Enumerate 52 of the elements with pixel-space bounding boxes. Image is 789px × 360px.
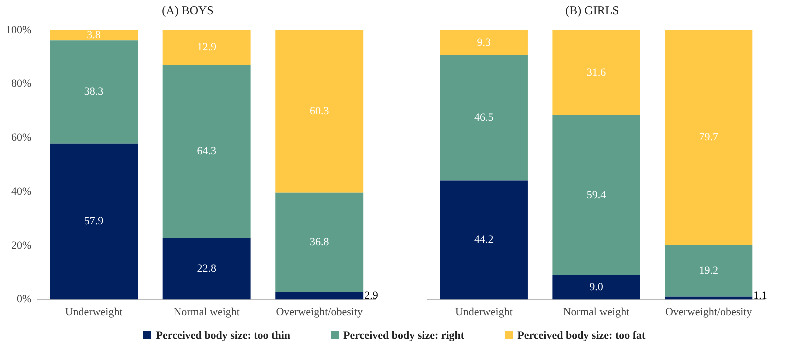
x-tick-label: Underweight bbox=[455, 306, 513, 318]
chart-title: (B) GIRLS bbox=[566, 3, 620, 18]
x-tick-label: Overweight/obesity bbox=[276, 306, 364, 318]
data-label: 36.8 bbox=[310, 236, 330, 248]
data-label: 44.2 bbox=[474, 234, 494, 246]
legend-label: Perceived body size: right bbox=[342, 330, 465, 342]
data-label: 12.9 bbox=[197, 42, 217, 54]
data-label: 59.4 bbox=[586, 189, 607, 202]
data-label: 38.3 bbox=[84, 86, 104, 98]
bar bbox=[276, 292, 364, 300]
y-tick-label: 60% bbox=[11, 132, 32, 144]
bar bbox=[665, 30, 753, 246]
data-label: 57.9 bbox=[84, 216, 104, 228]
data-label: 9.3 bbox=[477, 36, 492, 49]
legend-label: Perceived body size: too fat bbox=[516, 330, 646, 342]
x-tick-label: Normal weight bbox=[174, 306, 240, 318]
y-tick-label: 0% bbox=[16, 294, 32, 306]
data-label: 1.1 bbox=[754, 290, 768, 302]
data-label: 46.5 bbox=[474, 112, 494, 124]
bar bbox=[50, 40, 138, 144]
bar bbox=[162, 65, 251, 238]
bar bbox=[552, 30, 640, 116]
bar bbox=[665, 245, 753, 297]
data-label: 3.8 bbox=[87, 29, 102, 42]
x-tick-label: Underweight bbox=[65, 306, 123, 318]
bar bbox=[50, 30, 138, 41]
bar bbox=[162, 30, 251, 66]
y-tick-label: 40% bbox=[11, 186, 32, 198]
bar bbox=[276, 30, 364, 193]
chart-title: (A) BOYS bbox=[162, 3, 214, 18]
x-tick-label: Overweight/obesity bbox=[665, 306, 753, 318]
data-label: 64.3 bbox=[197, 146, 217, 158]
data-label: 19.2 bbox=[699, 264, 718, 277]
bar bbox=[552, 116, 640, 276]
y-tick-label: 100% bbox=[6, 24, 32, 36]
data-label: 22.8 bbox=[197, 262, 217, 275]
legend-label: Perceived body size: too thin bbox=[155, 330, 291, 342]
data-label: 79.7 bbox=[699, 132, 719, 144]
y-tick-label: 20% bbox=[11, 240, 32, 252]
data-label: 9.0 bbox=[590, 282, 604, 294]
data-label: 60.3 bbox=[310, 106, 330, 118]
bar bbox=[440, 30, 528, 56]
data-label: 31.6 bbox=[586, 66, 607, 79]
bar bbox=[552, 276, 640, 300]
bar bbox=[440, 180, 528, 300]
data-label: 2.9 bbox=[364, 290, 379, 302]
bar bbox=[50, 144, 138, 300]
x-tick-label: Normal weight bbox=[563, 306, 630, 318]
bar bbox=[276, 192, 364, 292]
y-tick-label: 80% bbox=[11, 78, 32, 90]
bar bbox=[440, 55, 528, 181]
bar bbox=[162, 238, 251, 300]
